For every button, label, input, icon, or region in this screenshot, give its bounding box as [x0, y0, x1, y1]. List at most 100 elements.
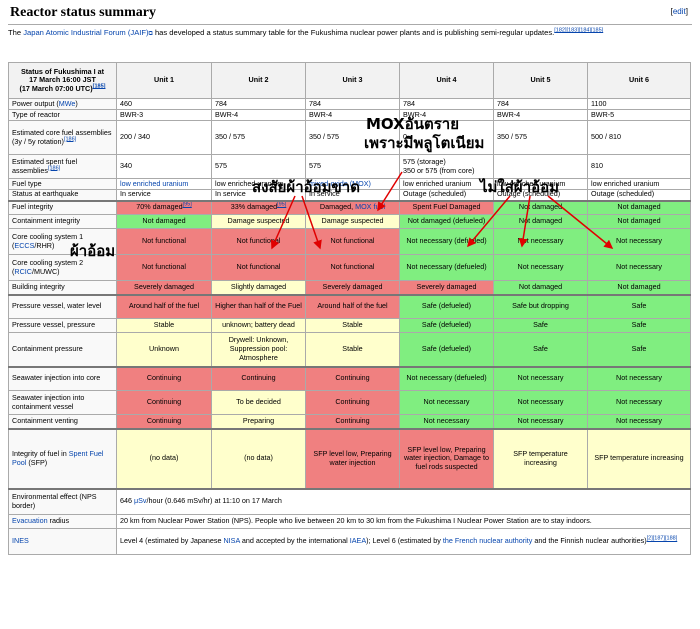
- table-cell: Continuing: [305, 365, 400, 391]
- corner-cell: Status of Fukushima I at 17 March 16:00 …: [8, 62, 117, 99]
- table-cell: Preparing: [211, 414, 306, 429]
- table-row: Containment integrity Not damaged Damage…: [8, 214, 691, 229]
- table-cell: 500 / 810: [587, 120, 691, 155]
- table-cell: 810: [587, 154, 691, 179]
- row-label: Evacuation radius: [8, 514, 117, 529]
- table-cell: Not necessary (defueled): [399, 228, 494, 255]
- row-label: Pressure vessel, pressure: [8, 318, 117, 333]
- table-cell: Not damaged: [587, 280, 691, 295]
- table-cell: To be decided: [211, 390, 306, 415]
- mwe-link[interactable]: MWe: [58, 98, 76, 108]
- row-label: Fuel type: [8, 178, 117, 190]
- table-cell: Spent Fuel Damaged: [399, 199, 494, 215]
- row-label: Core cooling system 1 (ECCS/RHR): [8, 228, 117, 255]
- edit-link[interactable]: [edit]: [670, 7, 688, 16]
- fuel-type-link[interactable]: low enriched uranium: [120, 178, 189, 188]
- table-row: Seawater injection into core Continuing …: [8, 365, 691, 391]
- table-row: Building integrity Severely damaged Slig…: [8, 280, 691, 295]
- ref-link[interactable]: [2][187][188]: [646, 535, 678, 542]
- unit-header: Unit 6: [587, 62, 691, 99]
- table-row: Seawater injection into containment vess…: [8, 390, 691, 415]
- usv-link[interactable]: μSv: [134, 496, 147, 506]
- eccs-link[interactable]: ECCS: [14, 240, 35, 250]
- ines-cell: Level 4 (estimated by Japanese NISA and …: [116, 528, 691, 555]
- table-cell: low enriched uranium: [116, 178, 212, 190]
- table-cell: SFP temperature increasing: [493, 427, 588, 489]
- table-cell: Drywell: Unknown, Suppression pool: Atmo…: [211, 332, 306, 367]
- table-cell: [493, 154, 588, 179]
- row-label: Estimated core fuel assemblies (3y / 5y …: [8, 120, 117, 155]
- jaif-link[interactable]: Japan Atomic Industrial Forum (JAIF): [23, 28, 149, 37]
- corner-line-3: (17 March 07:00 UTC): [19, 83, 93, 93]
- table-row: Type of reactor BWR-3 BWR-4 BWR-4 BWR-4 …: [8, 109, 691, 121]
- table-cell: Damaged, MOX fuel: [305, 199, 400, 215]
- ref-link[interactable]: [186]: [47, 165, 61, 172]
- table-cell: Unknown: [116, 332, 212, 367]
- table-cell: 0: [399, 120, 494, 155]
- table-cell: Not necessary: [587, 414, 691, 429]
- overlay-no-diaper: ไม่ใส่ผ้าอ้อม: [480, 178, 560, 196]
- table-cell: Not necessary: [587, 228, 691, 255]
- table-cell: In service: [116, 189, 212, 201]
- overlay-mox-danger: MOXอันตราย: [366, 115, 459, 133]
- rcic-link[interactable]: RCIC: [14, 266, 32, 276]
- external-link-icon: ⧉: [148, 31, 153, 37]
- row-label: Status at earthquake: [8, 189, 117, 201]
- intro-text: The: [8, 28, 24, 37]
- intro-refs[interactable]: [182][183][184][185]: [554, 27, 604, 34]
- table-cell: BWR-5: [587, 109, 691, 121]
- table-cell: Higher than half of the Fuel: [211, 293, 306, 319]
- edit-link-label[interactable]: edit: [672, 7, 686, 16]
- table-cell: Not functional: [116, 254, 212, 281]
- evacuation-link[interactable]: Evacuation: [12, 516, 48, 526]
- table-cell: 575: [305, 154, 400, 179]
- corner-ref[interactable]: [185]: [92, 83, 106, 90]
- row-label: Building integrity: [8, 280, 117, 295]
- table-cell: Not necessary: [493, 365, 588, 391]
- row-label: Seawater injection into containment vess…: [8, 390, 117, 415]
- table-cell: Around half of the fuel: [305, 293, 400, 319]
- table-cell: Not necessary: [587, 254, 691, 281]
- table-cell: 575 (storage) 350 or 575 (from core): [399, 154, 494, 179]
- intro-paragraph: The Japan Atomic Industrial Forum (JAIF)…: [8, 28, 692, 39]
- table-cell: Safe but dropping: [493, 293, 588, 319]
- table-cell: 200 / 340: [116, 120, 212, 155]
- mox-link[interactable]: mixed-oxide (MOX): [309, 178, 371, 188]
- table-cell: BWR-4: [211, 109, 306, 121]
- table-cell: 350 / 575: [211, 120, 306, 155]
- row-label: Estimated spent fuel assemblies[186]: [8, 154, 117, 179]
- french-authority-link[interactable]: the French nuclear authority: [442, 536, 533, 546]
- sfp-link[interactable]: Spent Fuel Pool: [12, 448, 104, 467]
- ines-link[interactable]: INES: [12, 536, 29, 546]
- table-cell: Not necessary: [587, 390, 691, 415]
- row-label: Environmental effect (NPS border): [8, 487, 117, 515]
- table-cell: Safe: [587, 293, 691, 319]
- table-cell: Not damaged: [493, 199, 588, 215]
- table-cell: 33% damaged[95]: [211, 199, 306, 215]
- table-cell: Not necessary: [493, 228, 588, 255]
- table-cell: Not necessary: [493, 390, 588, 415]
- table-cell: Severely damaged: [305, 280, 400, 295]
- row-label: INES: [8, 528, 117, 555]
- table-cell: Not damaged: [493, 280, 588, 295]
- table-cell: Severely damaged: [116, 280, 212, 295]
- row-label: Containment pressure: [8, 332, 117, 367]
- table-cell: (no data): [211, 427, 306, 489]
- section-header: Reactor status summary [edit]: [8, 4, 692, 25]
- table-cell: Continuing: [116, 365, 212, 391]
- ref-link[interactable]: [186]: [63, 136, 77, 143]
- table-cell: Not functional: [211, 254, 306, 281]
- table-row: INES Level 4 (estimated by Japanese NISA…: [8, 528, 691, 555]
- ref-link[interactable]: [95]: [182, 202, 192, 209]
- table-row: Fuel integrity 70% damaged[95] 33% damag…: [8, 199, 691, 215]
- row-label: Pressure vessel, water level: [8, 293, 117, 319]
- ref-link[interactable]: [95]: [277, 202, 287, 209]
- table-cell: Continuing: [116, 390, 212, 415]
- overlay-plutonium: เพราะมีพลูโตเนียม: [364, 134, 485, 152]
- table-cell: Around half of the fuel: [116, 293, 212, 319]
- table-cell: Not necessary: [587, 365, 691, 391]
- table-cell: Stable: [305, 332, 400, 367]
- iaea-link[interactable]: IAEA: [349, 536, 367, 546]
- nisa-link[interactable]: NISA: [223, 536, 240, 546]
- mox-fuel-link[interactable]: MOX fuel: [355, 202, 386, 212]
